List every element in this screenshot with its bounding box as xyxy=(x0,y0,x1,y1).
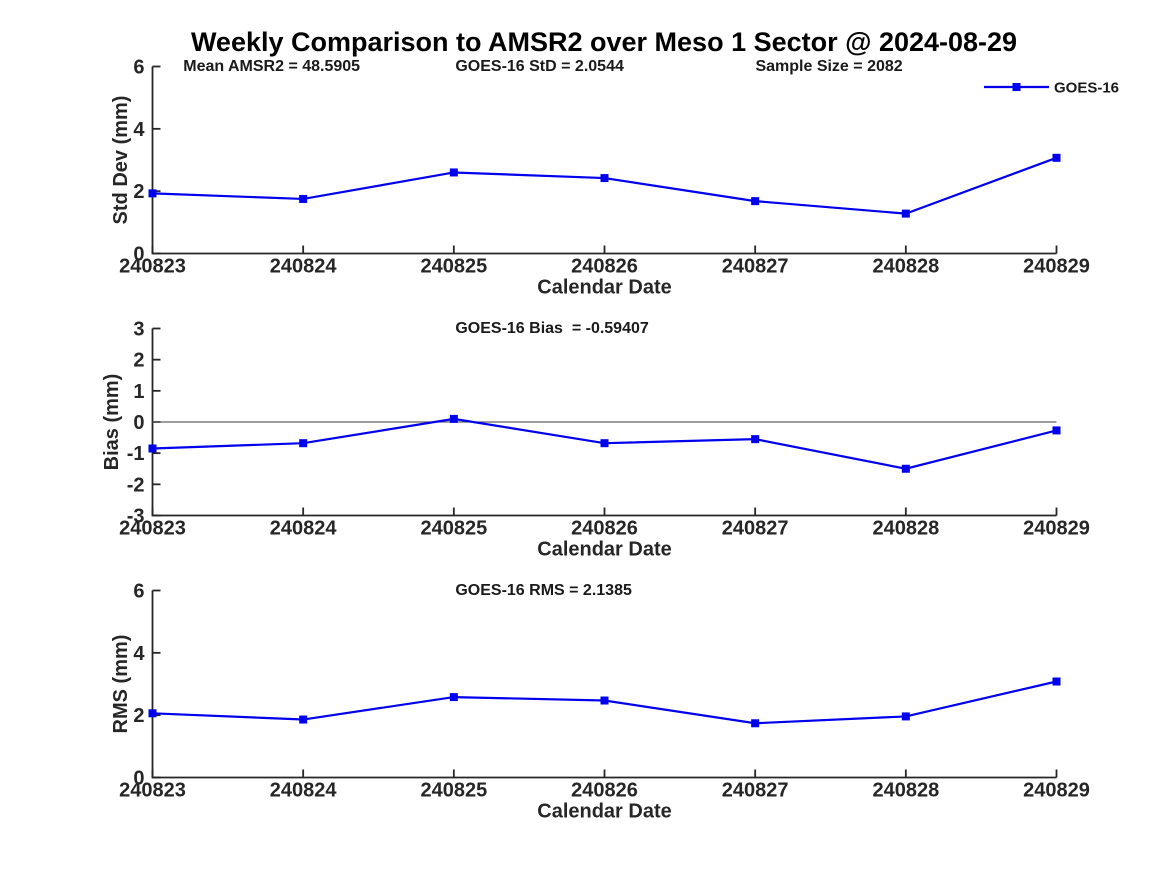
stat-annotation: GOES-16 Bias = -0.59407 xyxy=(455,320,649,337)
data-point-marker xyxy=(1052,426,1061,435)
x-tick-label: 240826 xyxy=(571,518,638,540)
x-tick-label: 240823 xyxy=(119,256,186,278)
y-tick-label: -3 xyxy=(127,506,145,528)
x-tick-label: 240824 xyxy=(270,256,338,278)
stat-annotation: Sample Size = 2082 xyxy=(755,58,902,75)
data-point-marker xyxy=(449,414,458,423)
legend: GOES-16 xyxy=(984,80,1119,97)
x-axis-label: Calendar Date xyxy=(537,539,672,561)
y-tick-label: -2 xyxy=(127,474,145,496)
y-tick-label: 0 xyxy=(133,768,144,790)
x-axis-label: Calendar Date xyxy=(537,801,672,823)
y-tick-label: 6 xyxy=(133,57,144,79)
data-point-marker xyxy=(299,715,308,724)
x-tick-label: 240823 xyxy=(119,518,186,540)
stat-annotation: Mean AMSR2 = 48.5905 xyxy=(183,58,360,75)
data-point-marker xyxy=(901,464,910,473)
y-tick-label: 0 xyxy=(133,412,144,434)
data-point-marker xyxy=(449,168,458,177)
x-tick-label: 240829 xyxy=(1023,780,1090,802)
x-tick-label: 240824 xyxy=(270,780,338,802)
series-line-goes16 xyxy=(152,156,1057,215)
data-point-marker xyxy=(600,439,609,448)
x-tick-label: 240825 xyxy=(420,518,487,540)
data-point-marker xyxy=(148,444,157,453)
data-point-marker xyxy=(299,439,308,448)
y-tick-label: 4 xyxy=(133,119,145,141)
y-tick-label: 2 xyxy=(133,181,144,203)
data-point-marker xyxy=(600,696,609,705)
y-axis-label: Bias (mm) xyxy=(101,374,123,471)
subplot-2: -3 -2 -1 0 1 2 3 240823 240824 240825 240826 240827… xyxy=(101,319,1090,561)
x-axis-label: Calendar Date xyxy=(537,277,672,299)
x-tick-label: 240829 xyxy=(1023,518,1090,540)
y-tick-label: 0 xyxy=(133,244,144,266)
x-tick-label: 240827 xyxy=(722,518,789,540)
legend-label: GOES-16 xyxy=(1054,80,1119,97)
x-tick-label: 240827 xyxy=(722,780,789,802)
y-tick-label: -1 xyxy=(127,443,145,465)
figure-title: Weekly Comparison to AMSR2 over Meso 1 S… xyxy=(191,27,1017,57)
data-point-marker xyxy=(901,209,910,218)
x-tick-label: 240827 xyxy=(722,256,789,278)
y-tick-label: 2 xyxy=(133,705,144,727)
y-tick-label: 6 xyxy=(133,581,144,603)
data-point-marker xyxy=(751,719,760,728)
x-tick-label: 240828 xyxy=(872,780,939,802)
data-point-marker xyxy=(751,435,760,444)
y-axis-label: RMS (mm) xyxy=(110,635,132,734)
x-tick-label: 240829 xyxy=(1023,256,1090,278)
data-point-marker xyxy=(449,693,458,702)
data-point-marker xyxy=(148,189,157,198)
data-point-marker xyxy=(1052,677,1061,686)
data-point-marker xyxy=(1052,153,1061,162)
data-point-marker xyxy=(148,709,157,718)
axes-spines xyxy=(151,590,1057,779)
axes-spines xyxy=(151,66,1057,255)
x-tick-label: 240824 xyxy=(270,518,338,540)
x-tick-label: 240825 xyxy=(420,256,487,278)
y-axis-label: Std Dev (mm) xyxy=(110,96,132,225)
data-point-marker xyxy=(901,712,910,721)
stat-annotation: GOES-16 RMS = 2.1385 xyxy=(455,582,632,599)
subplot-3: 0 2 4 6 240823 240824 240825 240826 240827 240828… xyxy=(110,581,1090,823)
x-tick-label: 240825 xyxy=(420,780,487,802)
y-tick-label: 1 xyxy=(133,381,144,403)
y-tick-label: 4 xyxy=(133,643,145,665)
x-tick-label: 240828 xyxy=(872,256,939,278)
x-tick-label: 240823 xyxy=(119,780,186,802)
x-tick-label: 240826 xyxy=(571,256,638,278)
data-point-marker xyxy=(600,174,609,183)
data-point-marker xyxy=(299,194,308,203)
legend-marker xyxy=(1012,83,1021,91)
x-tick-label: 240826 xyxy=(571,780,638,802)
y-tick-label: 2 xyxy=(133,350,144,372)
y-tick-label: 3 xyxy=(133,319,144,341)
data-point-marker xyxy=(751,197,760,206)
x-tick-label: 240828 xyxy=(872,518,939,540)
stat-annotation: GOES-16 StD = 2.0544 xyxy=(455,58,624,75)
subplot-1: 0 2 4 6 240823 240824 240825 240826 240827 240828… xyxy=(110,57,1119,299)
